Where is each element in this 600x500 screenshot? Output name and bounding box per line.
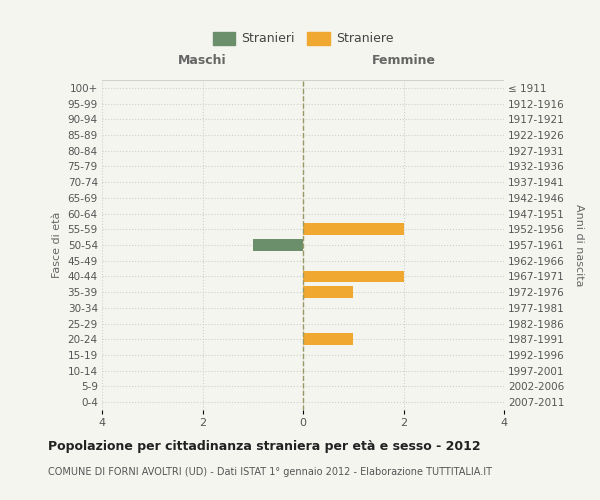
Text: COMUNE DI FORNI AVOLTRI (UD) - Dati ISTAT 1° gennaio 2012 - Elaborazione TUTTITA: COMUNE DI FORNI AVOLTRI (UD) - Dati ISTA…	[48, 467, 492, 477]
Bar	[303, 270, 404, 282]
Bar	[303, 224, 404, 235]
Y-axis label: Anni di nascita: Anni di nascita	[574, 204, 584, 286]
Y-axis label: Fasce di età: Fasce di età	[52, 212, 62, 278]
Bar	[303, 334, 353, 345]
Text: Femmine: Femmine	[371, 54, 436, 67]
Text: Popolazione per cittadinanza straniera per età e sesso - 2012: Popolazione per cittadinanza straniera p…	[48, 440, 481, 453]
Bar	[253, 239, 303, 251]
Bar	[303, 286, 353, 298]
Text: Maschi: Maschi	[178, 54, 227, 67]
Legend: Stranieri, Straniere: Stranieri, Straniere	[208, 27, 398, 50]
